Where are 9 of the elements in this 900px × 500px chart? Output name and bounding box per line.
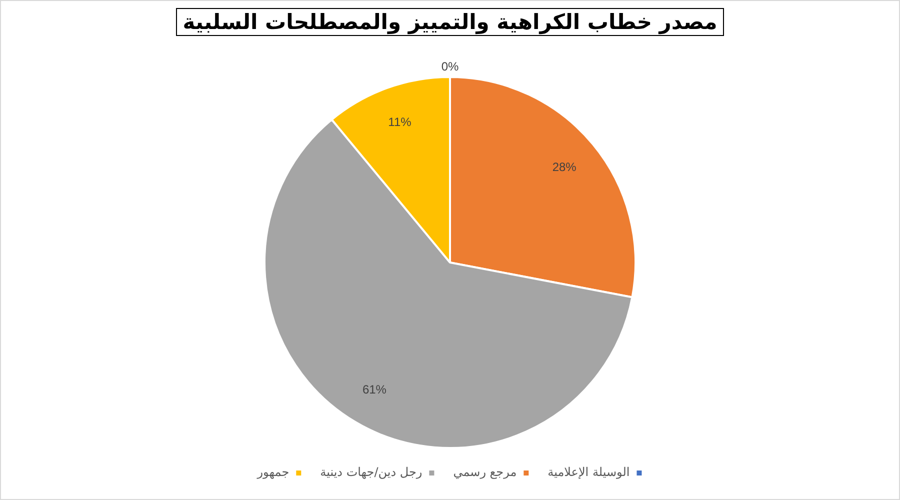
legend-label: مرجع رسمي [453, 465, 517, 480]
legend-label: الوسيلة الإعلامية [548, 465, 630, 480]
data-label: 11% [388, 115, 412, 130]
chart-title: مصدر خطاب الكراهية والتمييز والمصطلحات السلبية [176, 8, 724, 36]
data-label: 28% [552, 160, 577, 174]
text: 0% [441, 59, 459, 74]
legend-label: رجل دين/جهات دينية [320, 465, 422, 480]
data-label: 61% [362, 382, 387, 397]
legend-label: جمهور [256, 465, 290, 480]
